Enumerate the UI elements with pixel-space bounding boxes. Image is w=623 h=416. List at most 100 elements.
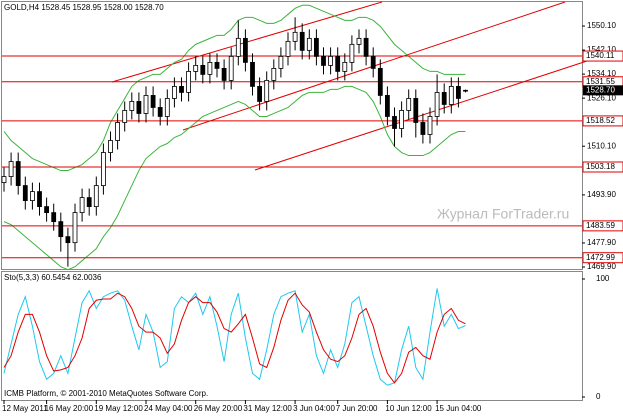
x-tick-label: 3 Jun 04:00 xyxy=(293,404,335,413)
y-tick-label: 1550.10 xyxy=(587,21,616,30)
candle-body xyxy=(384,95,390,117)
x-tick-label: 19 May 12:00 xyxy=(94,404,143,413)
band-line xyxy=(3,4,466,172)
candle-body xyxy=(8,161,14,177)
level-label: 1472.99 xyxy=(586,253,615,262)
candle-body xyxy=(51,212,57,223)
last-price-box xyxy=(583,85,623,96)
y-tick-label: 1510.10 xyxy=(587,141,616,150)
level-label: 1483.59 xyxy=(586,221,615,230)
y-tick-label: 1526.10 xyxy=(587,93,616,102)
y-tick-label: 0 xyxy=(596,392,601,401)
candle-body xyxy=(164,98,170,117)
x-tick-label: 31 May 12:00 xyxy=(243,404,292,413)
candle-body xyxy=(377,67,383,96)
candle-body xyxy=(22,185,28,201)
level-label-box xyxy=(582,252,623,264)
level-label-box xyxy=(582,115,623,127)
candle-body xyxy=(413,98,419,123)
x-tick-label: 15 Jun 04:00 xyxy=(435,404,482,413)
candle-body xyxy=(79,197,85,214)
candle-body xyxy=(122,110,128,123)
candle-body xyxy=(72,212,78,244)
candle-body xyxy=(328,55,334,66)
candle-body xyxy=(44,206,49,214)
y-tick-label: 100 xyxy=(596,274,610,283)
candle-body xyxy=(321,55,326,66)
candle-body xyxy=(157,107,163,117)
candle-body xyxy=(257,86,263,102)
candle-body xyxy=(207,61,213,75)
candle-body xyxy=(37,191,42,208)
candle-body xyxy=(179,86,184,93)
candle-body xyxy=(143,95,149,114)
level-label: 1531.55 xyxy=(586,77,615,86)
candle-body xyxy=(242,37,248,63)
y-tick-label: 1477.90 xyxy=(587,238,616,247)
candle-body xyxy=(186,71,192,93)
indicator-line xyxy=(3,292,466,384)
level-label-box xyxy=(582,161,623,173)
candle-body xyxy=(235,37,241,57)
candle-body xyxy=(129,101,135,111)
candle-body xyxy=(455,86,461,99)
candle-body xyxy=(427,116,433,135)
band-line xyxy=(3,85,466,271)
candle-body xyxy=(15,161,21,186)
candle-body xyxy=(370,55,376,69)
level-label: 1503.18 xyxy=(586,162,615,171)
candle-body xyxy=(392,116,397,129)
candle-body xyxy=(200,64,206,75)
candle-body xyxy=(278,55,284,69)
candle-body xyxy=(463,89,468,92)
candle-body xyxy=(150,95,156,108)
candle-body xyxy=(292,31,298,42)
x-tick-label: 10 Jun 12:00 xyxy=(385,404,432,413)
x-tick-label: 24 May 04:00 xyxy=(144,404,193,413)
candle-body xyxy=(65,236,71,244)
indicator-line xyxy=(3,288,466,386)
candle-body xyxy=(221,67,227,81)
level-label: 1540.11 xyxy=(586,51,615,60)
indicator-title: Sto(5,3,3) 60.5454 62.0036 xyxy=(4,273,102,282)
candle-body xyxy=(193,64,199,72)
candle-body xyxy=(214,61,220,69)
candle-body xyxy=(250,61,255,87)
x-tick-label: 26 May 20:00 xyxy=(194,404,243,413)
candle-body xyxy=(108,140,113,153)
level-label-box xyxy=(582,220,623,232)
candle-body xyxy=(136,101,142,114)
candle-body xyxy=(228,55,234,81)
y-tick-label: 1542.10 xyxy=(587,45,616,54)
candle-body xyxy=(285,40,291,57)
watermark: Журнал ForTrader.ru xyxy=(437,206,569,222)
chart-title: GOLD,H4 1528.45 1528.95 1528.00 1528.70 xyxy=(4,3,164,12)
candle-body xyxy=(349,43,355,63)
candle-body xyxy=(399,110,405,129)
candle-body xyxy=(264,80,270,102)
candle-body xyxy=(306,37,312,51)
candle-body xyxy=(434,92,440,117)
candle-body xyxy=(29,191,35,201)
candle-body xyxy=(115,122,120,141)
main-panel xyxy=(1,1,583,270)
x-tick-label: 12 May 2011 xyxy=(2,404,48,413)
candle-body xyxy=(335,55,341,72)
x-tick-label: 7 Jun 20:00 xyxy=(336,404,378,413)
candle-body xyxy=(171,86,177,99)
last-price-label: 1528.70 xyxy=(586,85,615,94)
candle-body xyxy=(93,185,99,208)
candle-body xyxy=(356,37,362,45)
indicator-panel xyxy=(1,271,583,401)
candle-body xyxy=(271,67,277,81)
candle-body xyxy=(101,152,106,186)
candle-body xyxy=(58,221,64,238)
candle-body xyxy=(342,61,348,72)
candle-body xyxy=(1,176,7,183)
candle-body xyxy=(363,37,369,57)
candle-body xyxy=(420,122,426,135)
candle-body xyxy=(406,98,412,111)
x-tick-label: 16 May 20:00 xyxy=(45,404,94,413)
